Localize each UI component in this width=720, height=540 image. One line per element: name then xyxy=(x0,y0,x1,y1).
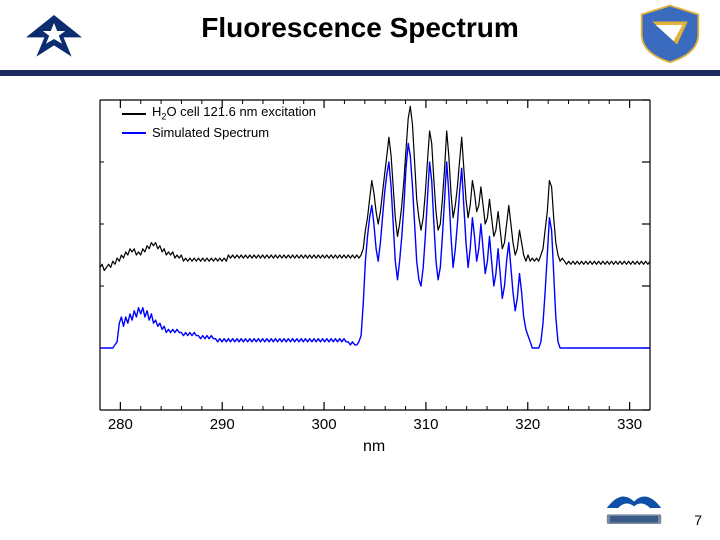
slide-header: Fluorescence Spectrum xyxy=(0,0,720,70)
legend-item: Simulated Spectrum xyxy=(122,125,316,141)
airforce-logo-icon xyxy=(14,6,94,64)
page-number: 7 xyxy=(694,512,702,528)
legend-item: H2O cell 121.6 nm excitation xyxy=(122,104,316,125)
afrl-shield-icon xyxy=(634,2,706,64)
x-tick-label: 280 xyxy=(108,416,133,433)
x-tick-label: 310 xyxy=(413,416,438,433)
x-tick-label: 330 xyxy=(617,416,642,433)
legend-swatch xyxy=(122,132,146,134)
header-divider xyxy=(0,70,720,76)
legend-label: Simulated Spectrum xyxy=(152,125,269,141)
chart-legend: H2O cell 121.6 nm excitationSimulated Sp… xyxy=(122,104,316,141)
slide-title: Fluorescence Spectrum xyxy=(0,0,720,44)
x-tick-label: 290 xyxy=(210,416,235,433)
x-tick-label: 300 xyxy=(312,416,337,433)
chart-svg xyxy=(60,90,660,470)
fluorescence-chart: H2O cell 121.6 nm excitationSimulated Sp… xyxy=(60,90,660,470)
x-axis-label: nm xyxy=(363,438,385,456)
centennial-logo-icon xyxy=(602,484,666,532)
x-tick-label: 320 xyxy=(515,416,540,433)
legend-swatch xyxy=(122,113,146,115)
legend-label: H2O cell 121.6 nm excitation xyxy=(152,104,316,125)
